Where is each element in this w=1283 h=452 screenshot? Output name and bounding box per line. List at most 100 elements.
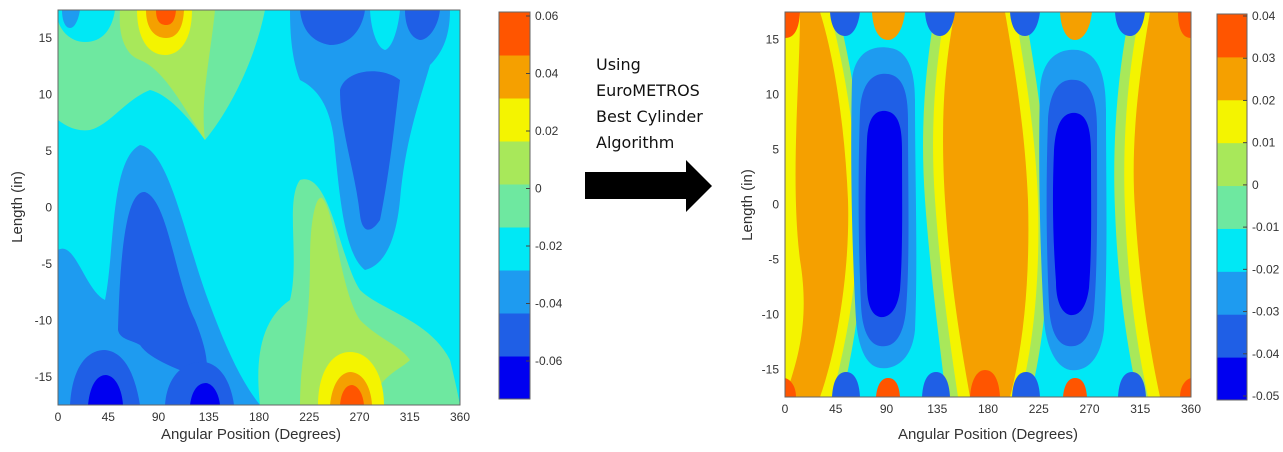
right-y-tick-labels: 15 10 5 0 -5 -10 -15 xyxy=(762,33,780,377)
right-yellow-left xyxy=(785,12,804,397)
left-colorbar-band xyxy=(499,184,530,228)
left-y-axis-label: Length (in) xyxy=(9,171,26,243)
right-colorbar-band xyxy=(1217,357,1247,401)
right-bot-lobe-315 xyxy=(1118,372,1146,397)
right-colorbar-band xyxy=(1217,142,1247,187)
right-colorbar-label: 0 xyxy=(1252,178,1259,192)
right-colorbar-label: 0.01 xyxy=(1252,136,1276,150)
left-x-tick-180: 180 xyxy=(249,410,269,424)
left-red-top xyxy=(156,10,176,25)
right-top-lobe-315 xyxy=(1115,12,1145,36)
right-navy-core-b xyxy=(1052,112,1092,316)
left-y-tick-10: 10 xyxy=(39,88,53,102)
annotation-line-4: Algorithm xyxy=(596,133,674,152)
left-plot-frame xyxy=(57,9,461,406)
right-bot-lobe-45 xyxy=(832,372,860,397)
right-colorbar-frame xyxy=(1216,13,1248,401)
transform-annotation: Using EuroMETROS Best Cylinder Algorithm xyxy=(585,55,712,212)
left-colorbar-band xyxy=(499,98,530,142)
right-x-tick-225: 225 xyxy=(1029,402,1049,416)
right-bot-red-0 xyxy=(785,378,796,397)
right-x-tick-315: 315 xyxy=(1130,402,1150,416)
left-colorbar-label: 0.06 xyxy=(535,9,559,23)
left-colorbar-label: 0 xyxy=(535,182,542,196)
left-contour-fills xyxy=(58,10,460,405)
left-navy-bl xyxy=(88,375,123,405)
left-x-tick-labels: 0 45 90 135 180 225 270 315 360 xyxy=(55,410,471,424)
annotation-line-2: EuroMETROS xyxy=(596,81,700,100)
right-top-orange-270 xyxy=(1060,12,1092,40)
left-contour-plot: 0 45 90 135 180 225 270 315 360 15 10 5 0 -5 -10 -15 A… xyxy=(9,9,563,443)
right-colorbar: 0.04 0.03 0.02 0.01 0 -0.01 -0.02 -0.03 -0.04 -0.… xyxy=(1216,9,1280,403)
annotation-line-1: Using xyxy=(596,55,641,74)
right-x-tick-45: 45 xyxy=(829,402,843,416)
left-darkblue-mid xyxy=(118,191,207,380)
right-x-tick-180: 180 xyxy=(978,402,998,416)
right-colorbar-label: -0.04 xyxy=(1252,347,1280,361)
right-bot-red-90 xyxy=(876,378,900,397)
left-topleft-blue xyxy=(62,10,80,28)
left-lime-upper xyxy=(119,10,215,140)
right-y-tick--15: -15 xyxy=(762,363,780,377)
left-red-lower xyxy=(340,385,364,405)
left-darkblue-upper-right2 xyxy=(405,10,440,40)
left-x-tick-360: 360 xyxy=(450,410,470,424)
right-top-lobe-135 xyxy=(925,12,955,36)
left-darkblue-upper-right3 xyxy=(340,71,400,230)
left-y-tick-15: 15 xyxy=(39,31,53,45)
right-colorbar-band xyxy=(1217,14,1247,58)
left-y-tick--10: -10 xyxy=(35,313,53,327)
left-x-tick-0: 0 xyxy=(55,410,62,424)
right-colorbar-band xyxy=(1217,271,1247,315)
left-y-tick--15: -15 xyxy=(35,370,53,384)
left-cyan-top-gap xyxy=(370,10,400,50)
left-colorbar-band xyxy=(499,12,530,56)
right-y-tick-0: 0 xyxy=(772,198,779,212)
left-colorbar-label: -0.06 xyxy=(535,354,563,368)
left-colorbar-band xyxy=(499,356,530,400)
right-arrow-icon xyxy=(585,160,712,212)
left-x-tick-45: 45 xyxy=(102,410,116,424)
right-top-lobe-45 xyxy=(830,12,860,36)
right-x-axis-label: Angular Position (Degrees) xyxy=(898,426,1078,443)
right-x-tick-135: 135 xyxy=(927,402,947,416)
left-colorbar-band xyxy=(499,141,530,185)
left-y-tick-labels: 15 10 5 0 -5 -10 -15 xyxy=(35,31,53,384)
right-bot-red-360 xyxy=(1180,378,1191,397)
right-y-tick--10: -10 xyxy=(762,308,780,322)
left-x-tick-315: 315 xyxy=(400,410,420,424)
left-y-tick--5: -5 xyxy=(41,257,52,271)
right-y-tick--5: -5 xyxy=(768,253,779,267)
right-y-axis-label: Length (in) xyxy=(739,169,756,241)
right-x-tick-labels: 0 45 90 135 180 225 270 315 360 xyxy=(782,402,1202,416)
right-colorbar-label: 0.02 xyxy=(1252,93,1276,107)
right-navy-core-a xyxy=(865,110,903,318)
left-x-tick-135: 135 xyxy=(199,410,219,424)
right-contour-fills xyxy=(785,12,1191,397)
right-top-red-360 xyxy=(1178,12,1191,38)
right-x-tick-360: 360 xyxy=(1181,402,1201,416)
left-y-tick-5: 5 xyxy=(45,144,52,158)
left-darkblue-upper-right xyxy=(300,10,365,45)
annotation-line-3: Best Cylinder xyxy=(596,107,703,126)
right-colorbar-band xyxy=(1217,185,1247,229)
right-colorbar-label: -0.01 xyxy=(1252,220,1280,234)
right-colorbar-label: -0.02 xyxy=(1252,262,1280,276)
left-y-tick-0: 0 xyxy=(45,201,52,215)
right-top-lobe-225 xyxy=(1010,12,1040,36)
right-top-orange-90 xyxy=(872,12,905,40)
right-colorbar-label: -0.05 xyxy=(1252,389,1280,403)
right-x-tick-0: 0 xyxy=(782,402,789,416)
left-colorbar-band xyxy=(499,55,530,99)
left-colorbar-label: -0.04 xyxy=(535,297,563,311)
right-colorbar-band xyxy=(1217,314,1247,358)
left-colorbar-band xyxy=(499,270,530,314)
right-colorbar-label: -0.03 xyxy=(1252,305,1280,319)
right-bot-lobe-225 xyxy=(1012,372,1040,397)
left-x-tick-225: 225 xyxy=(299,410,319,424)
right-colorbar-band xyxy=(1217,56,1247,101)
right-bot-red-180 xyxy=(970,370,1000,397)
left-x-tick-90: 90 xyxy=(152,410,166,424)
right-colorbar-band xyxy=(1217,99,1247,144)
left-colorbar-label: -0.02 xyxy=(535,239,563,253)
